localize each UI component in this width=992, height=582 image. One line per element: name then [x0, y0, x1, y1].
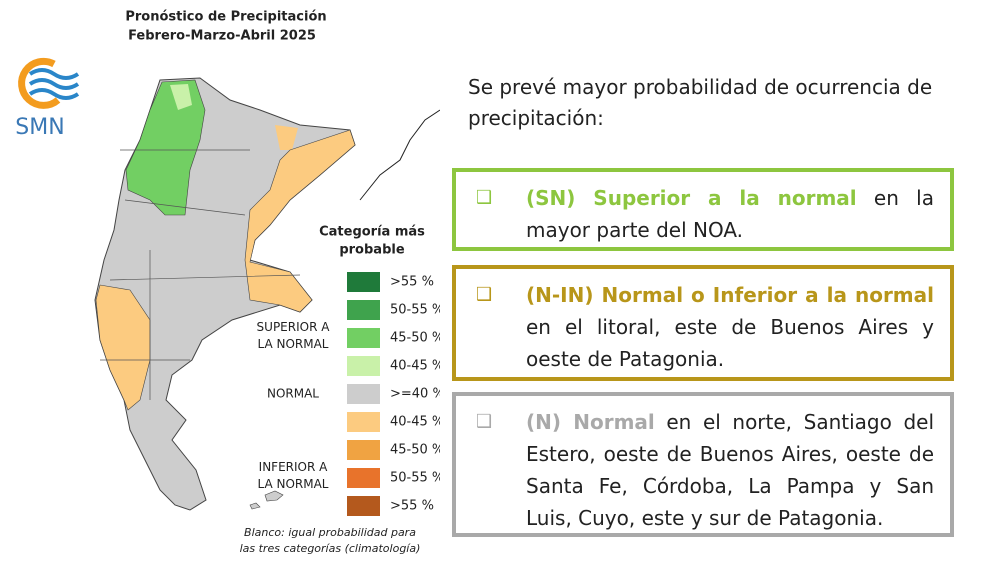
- box-highlight: (N) Normal: [526, 410, 655, 434]
- intro: Se prevé mayor probabilidad de ocurrenci…: [468, 75, 933, 130]
- bullet-icon: ❑: [476, 411, 493, 432]
- legend-group-label: NORMAL: [267, 387, 319, 401]
- logo-text: SMN: [15, 115, 64, 140]
- box-text: (N-IN) Normal o Inferior a la normal en …: [526, 279, 934, 371]
- legend-label: 50-55 %: [390, 471, 440, 486]
- legend-swatch: [347, 496, 380, 516]
- region-inferior: [275, 125, 298, 150]
- box-body: en el norte, Santiago del Estero, oeste …: [526, 410, 935, 530]
- footnote: Blanco: igual probabilidad para: [244, 526, 416, 539]
- legend-label: >=40 %: [390, 387, 440, 402]
- summary-box: ❑ (N-IN) Normal o Inferior a la normal en…: [452, 265, 954, 381]
- legend-swatch: [347, 300, 380, 320]
- coastline: [359, 109, 440, 201]
- legend-group-label: LA NORMAL: [258, 337, 329, 351]
- province-borders: [100, 149, 301, 400]
- legend-swatch: [347, 412, 380, 432]
- box-text: (N) Normal en el norte, Santiago del Est…: [526, 406, 934, 530]
- legend-swatch: [347, 468, 380, 488]
- legend-label: >55 %: [390, 499, 434, 514]
- map-title: Pronóstico de Precipitación: [125, 10, 326, 25]
- map-subtitle: Febrero-Marzo-Abril 2025: [128, 29, 316, 44]
- region-inferior: [244, 129, 356, 313]
- legend-group-label: SUPERIOR A: [257, 320, 331, 334]
- islands: [249, 490, 284, 510]
- legend-swatch: [347, 328, 380, 348]
- legend-swatch: [347, 384, 380, 404]
- legend-swatch: [347, 272, 380, 292]
- legend-title: Categoría más: [319, 225, 425, 240]
- legend-swatch: [347, 356, 380, 376]
- map-panel: SMN Pronóstico de Precipitación Febrero-…: [15, 10, 440, 556]
- legend-label: 50-55 %: [390, 303, 440, 318]
- legend-group-label: INFERIOR A: [259, 460, 328, 474]
- region-inferior: [95, 284, 151, 411]
- summary-box: ❑ (N) Normal en el norte, Santiago del Es…: [452, 392, 954, 537]
- box-highlight: (N-IN) Normal o Inferior a la normal: [526, 283, 934, 307]
- region-superior-light: [170, 84, 192, 110]
- legend-label: 45-50 %: [390, 331, 440, 346]
- region-superior: [125, 79, 206, 216]
- legend-group-label: LA NORMAL: [258, 477, 329, 491]
- legend-label: 45-50 %: [390, 443, 440, 458]
- summary-box: ❑ (SN) Superior a la normal en la mayor p…: [452, 168, 954, 251]
- box-highlight: (SN) Superior a la normal: [526, 186, 857, 210]
- box-text: (SN) Superior a la normal en la mayor pa…: [526, 182, 934, 242]
- footnote: las tres categorías (climatología): [240, 542, 421, 555]
- bullet-icon: ❑: [476, 187, 493, 208]
- legend: Categoría más probable >55 % 50-55 % 45-50 %…: [240, 225, 440, 556]
- logo-arc: [18, 57, 61, 109]
- legend-label: >55 %: [390, 275, 434, 290]
- logo-waves: [28, 68, 80, 100]
- box-body: en la mayor parte del NOA.: [526, 186, 934, 242]
- legend-swatch: [347, 440, 380, 460]
- legend-label: 40-45 %: [390, 415, 440, 430]
- logo: SMN: [15, 57, 80, 140]
- legend-label: 40-45 %: [390, 359, 440, 374]
- bullet-icon: ❑: [476, 284, 493, 305]
- legend-title: probable: [339, 243, 404, 258]
- map: [94, 77, 440, 511]
- box-body: en el litoral, este de Buenos Aires y oe…: [526, 315, 934, 371]
